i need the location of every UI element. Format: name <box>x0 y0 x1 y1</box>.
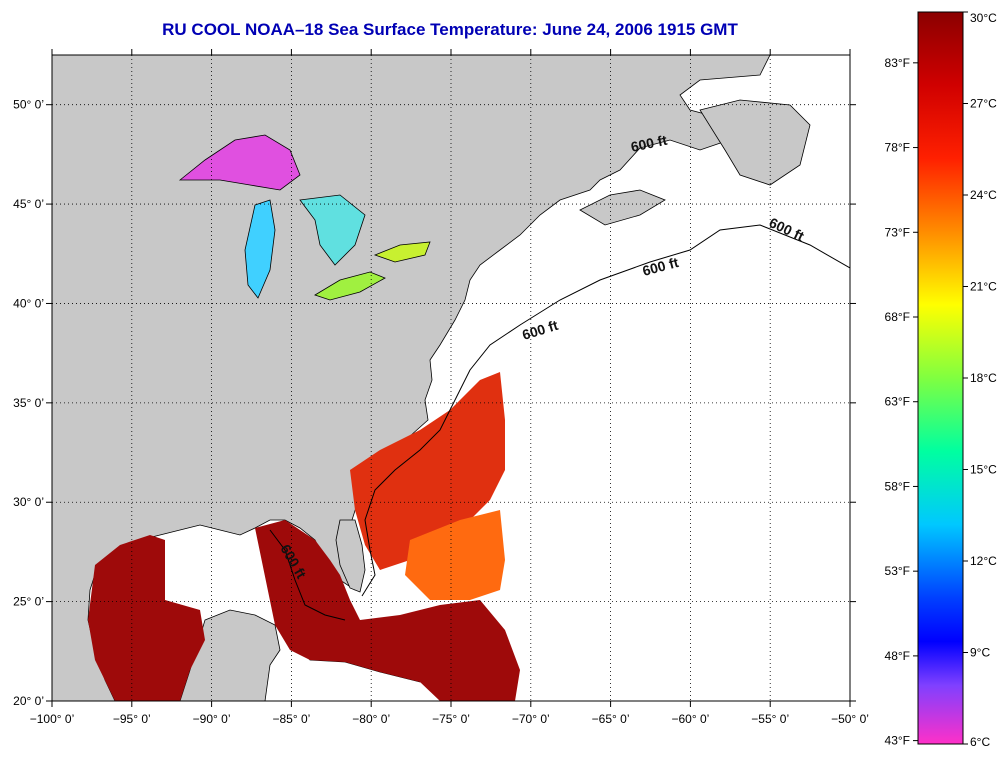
colorbar-celsius-labels: 30°C 27°C 24°C 21°C 18°C 15°C 12°C 9°C 6°C <box>963 11 997 749</box>
land-newfoundland <box>699 99 811 186</box>
x-tick-label: −65° 0’ <box>592 712 630 726</box>
x-tick-label: −70° 0’ <box>512 712 550 726</box>
warm-water-gulf-east <box>255 520 520 701</box>
x-tick-label: −95° 0’ <box>113 712 151 726</box>
x-tick-label: −50° 0’ <box>831 712 869 726</box>
y-tick-label: 35° 0’ <box>13 396 44 410</box>
colorbar-celsius-label: 6°C <box>970 735 990 749</box>
colorbar-fahrenheit-label: 73°F <box>885 225 910 239</box>
x-tick-label: −85° 0’ <box>272 712 310 726</box>
lake-ontario <box>373 241 431 263</box>
contour-label: 600 ft <box>629 132 668 155</box>
y-tick-label: 25° 0’ <box>13 595 44 609</box>
x-tick-label: −80° 0’ <box>352 712 390 726</box>
shelf-contour-gulf <box>269 529 346 621</box>
colorbar-fahrenheit-label: 58°F <box>885 479 910 493</box>
map-title: RU COOL NOAA–18 Sea Surface Temperature:… <box>162 20 738 39</box>
lake-michigan <box>244 199 276 299</box>
colorbar-fahrenheit-label: 68°F <box>885 310 910 324</box>
colorbar-celsius-label: 30°C <box>970 11 997 25</box>
temperature-colorbar <box>917 11 964 745</box>
colorbar-fahrenheit-label: 63°F <box>885 395 910 409</box>
shelf-contour-600ft <box>361 224 850 597</box>
latitude-axis: 50° 0’ 45° 0’ 40° 0’ 35° 0’ 30° 0’ 25° 0’ 20° … <box>13 98 856 708</box>
colorbar-celsius-label: 15°C <box>970 463 997 477</box>
colorbar-fahrenheit-label: 78°F <box>885 141 910 155</box>
colorbar-celsius-label: 27°C <box>970 97 997 111</box>
colorbar-celsius-label: 18°C <box>970 371 997 385</box>
lake-erie <box>314 271 386 301</box>
y-tick-label: 50° 0’ <box>13 98 44 112</box>
land-nova-scotia <box>579 189 666 226</box>
warm-water-gulf-west <box>88 535 205 701</box>
lake-huron <box>299 194 366 266</box>
colorbar-fahrenheit-label: 53°F <box>885 564 910 578</box>
x-tick-label: −60° 0’ <box>671 712 709 726</box>
y-tick-label: 30° 0’ <box>13 495 44 509</box>
x-tick-label: −90° 0’ <box>193 712 231 726</box>
y-tick-label: 45° 0’ <box>13 197 44 211</box>
x-tick-label: −75° 0’ <box>432 712 470 726</box>
colorbar-fahrenheit-label: 48°F <box>885 649 910 663</box>
colorbar-celsius-label: 9°C <box>970 646 990 660</box>
land-florida <box>335 519 366 593</box>
y-tick-label: 20° 0’ <box>13 694 44 708</box>
colorbar-fahrenheit-label: 83°F <box>885 56 910 70</box>
colorbar-celsius-label: 21°C <box>970 280 997 294</box>
x-tick-label: −100° 0’ <box>30 712 75 726</box>
lake-superior <box>178 134 301 191</box>
y-tick-label: 40° 0’ <box>13 296 44 310</box>
colorbar-celsius-label: 24°C <box>970 188 997 202</box>
colorbar-fahrenheit-labels: 83°F 78°F 73°F 68°F 63°F 58°F 53°F 48°F 43°F <box>885 56 918 748</box>
colorbar-celsius-label: 12°C <box>970 554 997 568</box>
x-tick-label: −55° 0’ <box>751 712 789 726</box>
colorbar-fahrenheit-label: 43°F <box>885 734 910 748</box>
warm-water-atlantic-south <box>405 510 505 600</box>
longitude-axis: −100° 0’ −95° 0’ −90° 0’ −85° 0’ −80° 0’ −75°… <box>30 49 869 726</box>
